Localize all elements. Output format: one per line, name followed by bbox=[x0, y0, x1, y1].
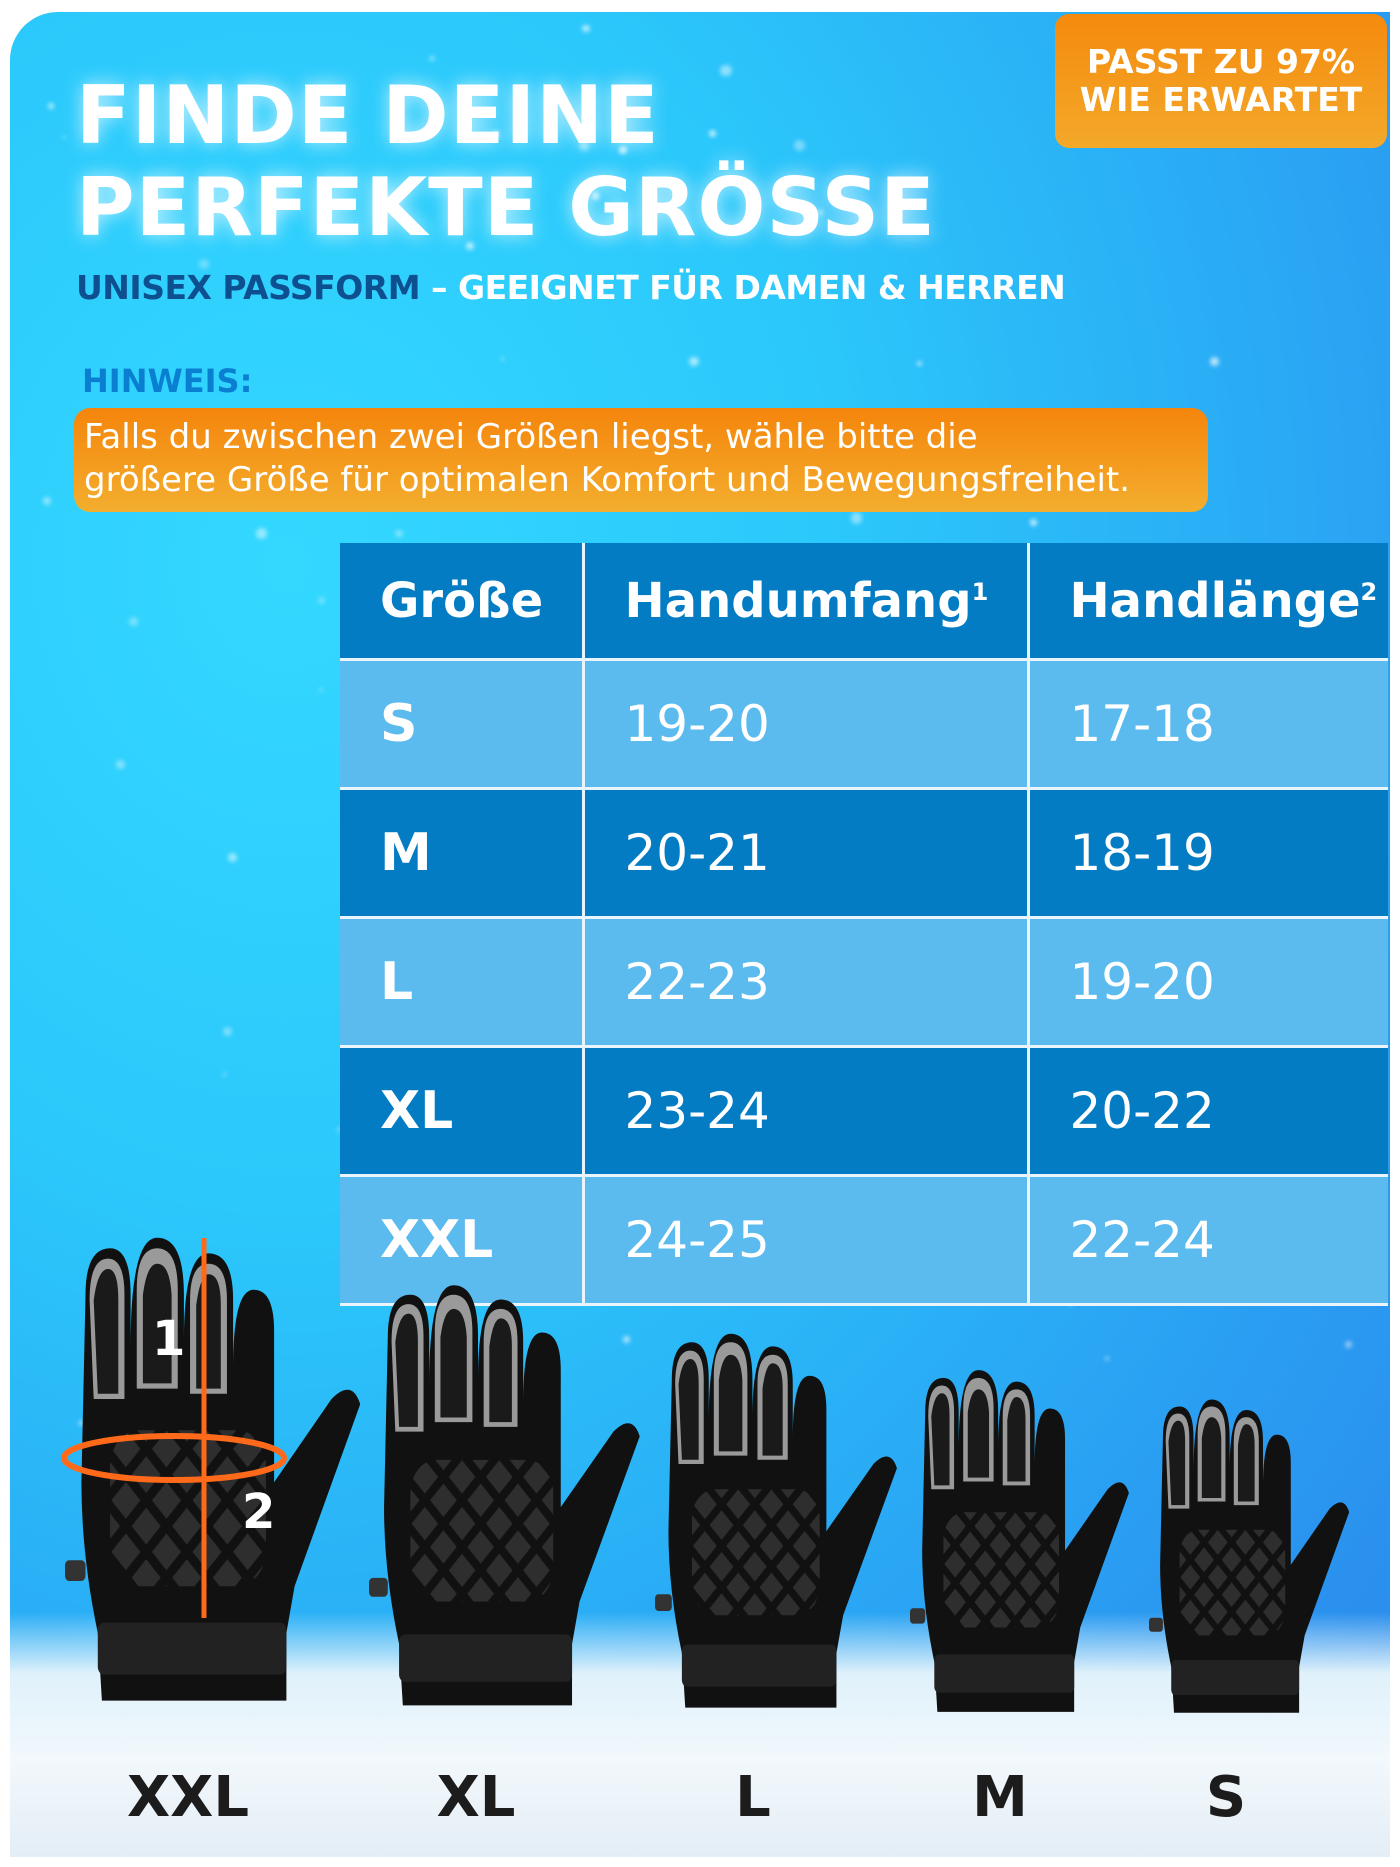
size-cell: S bbox=[340, 658, 585, 790]
table-row: XL 23-24 20-22 bbox=[340, 1045, 1388, 1177]
hint-line-1: Falls du zwischen zwei Größen liegst, wä… bbox=[84, 417, 978, 457]
snowflake bbox=[708, 129, 716, 137]
snowflake bbox=[223, 1072, 227, 1076]
snowflake bbox=[79, 1420, 84, 1426]
glove-l bbox=[655, 1333, 897, 1708]
circumference-cell: 22-23 bbox=[581, 916, 1030, 1048]
snowflake bbox=[429, 56, 435, 61]
snowflake bbox=[618, 146, 627, 155]
circumference-cell: 23-24 bbox=[581, 1045, 1030, 1177]
snowflake bbox=[47, 102, 54, 109]
length-cell: 19-20 bbox=[1026, 916, 1388, 1048]
snowflake bbox=[917, 361, 923, 366]
subtitle-suitable: – GEEIGNET FÜR DAMEN & HERREN bbox=[420, 268, 1066, 307]
snowflake bbox=[1344, 1340, 1352, 1349]
glove-label-xxl: XXL bbox=[126, 1765, 250, 1830]
badge-line-2: WIE ERWARTET bbox=[1079, 80, 1363, 119]
snowflake bbox=[500, 357, 505, 362]
marker-2: 2 bbox=[242, 1484, 275, 1540]
glove-m bbox=[910, 1370, 1129, 1712]
circumference-measure-ring bbox=[61, 1433, 287, 1483]
snowflake bbox=[43, 497, 52, 506]
page-title: FINDE DEINE PERFEKTE GRÖSSE bbox=[76, 70, 936, 254]
snowflake bbox=[61, 134, 67, 140]
size-table: Größe Handumfang1 Handlänge2 S 19-20 17-18… bbox=[340, 543, 1388, 1306]
snowflake bbox=[591, 192, 600, 201]
title-line-1: FINDE DEINE bbox=[76, 69, 660, 162]
snowflake bbox=[719, 64, 732, 77]
circumference-cell: 24-25 bbox=[581, 1174, 1030, 1306]
glove-s bbox=[1149, 1399, 1350, 1713]
glove-label-xl: XL bbox=[436, 1765, 516, 1830]
snowflake bbox=[622, 1335, 631, 1344]
snowflake bbox=[1210, 356, 1219, 366]
table-header-row: Größe Handumfang1 Handlänge2 bbox=[340, 543, 1388, 661]
size-cell: XL bbox=[340, 1045, 585, 1177]
snowflake bbox=[129, 617, 138, 626]
title-line-2: PERFEKTE GRÖSSE bbox=[76, 161, 936, 254]
snowflake bbox=[115, 759, 125, 769]
snowflake bbox=[794, 139, 806, 151]
snowflake bbox=[318, 687, 324, 692]
header-size: Größe bbox=[340, 543, 585, 661]
size-cell: M bbox=[340, 787, 585, 919]
snowflake bbox=[222, 1027, 232, 1037]
snowflake bbox=[850, 512, 863, 525]
snowflake bbox=[783, 185, 792, 193]
hint-box: Falls du zwischen zwei Größen liegst, wä… bbox=[74, 408, 1208, 512]
glove-xxl bbox=[65, 1237, 361, 1701]
snowflake bbox=[493, 131, 500, 138]
glove-label-s: S bbox=[1205, 1765, 1247, 1830]
header-length: Handlänge2 bbox=[1026, 543, 1388, 661]
length-cell: 17-18 bbox=[1026, 658, 1388, 790]
table-row: XXL 24-25 22-24 bbox=[340, 1174, 1388, 1306]
subtitle: UNISEX PASSFORM – GEEIGNET FÜR DAMEN & H… bbox=[76, 268, 1066, 307]
glove-label-m: M bbox=[972, 1765, 1028, 1830]
snowflake bbox=[395, 529, 403, 538]
snowflake bbox=[228, 852, 238, 862]
snowflake bbox=[1029, 518, 1037, 526]
table-row: S 19-20 17-18 bbox=[340, 658, 1388, 790]
length-cell: 20-22 bbox=[1026, 1045, 1388, 1177]
circumference-cell: 19-20 bbox=[581, 658, 1030, 790]
length-cell: 22-24 bbox=[1026, 1174, 1388, 1306]
header-circumference: Handumfang1 bbox=[581, 543, 1030, 661]
snowflake bbox=[465, 242, 474, 251]
snowflake bbox=[578, 141, 589, 152]
snowflake bbox=[689, 356, 699, 367]
size-cell: L bbox=[340, 916, 585, 1048]
badge-line-1: PASST ZU 97% bbox=[1087, 42, 1355, 81]
snowflake bbox=[318, 597, 325, 604]
snowflake bbox=[198, 258, 209, 269]
glove-label-l: L bbox=[735, 1765, 771, 1830]
snowflake bbox=[1104, 1356, 1109, 1361]
circumference-cell: 20-21 bbox=[581, 787, 1030, 919]
marker-1: 1 bbox=[152, 1311, 185, 1367]
hint-label: HINWEIS: bbox=[82, 362, 253, 400]
glove-xl bbox=[369, 1285, 640, 1706]
snowflake bbox=[582, 24, 590, 32]
length-cell: 18-19 bbox=[1026, 787, 1388, 919]
snowflake bbox=[336, 1126, 343, 1132]
size-cell: XXL bbox=[340, 1174, 585, 1306]
snowflake bbox=[256, 528, 267, 539]
snowflake bbox=[817, 209, 824, 216]
fit-badge: PASST ZU 97% WIE ERWARTET bbox=[1055, 14, 1387, 148]
hint-line-2: größere Größe für optimalen Komfort und … bbox=[84, 460, 1131, 500]
table-row: L 22-23 19-20 bbox=[340, 916, 1388, 1048]
table-row: M 20-21 18-19 bbox=[340, 787, 1388, 919]
subtitle-unisex: UNISEX PASSFORM bbox=[76, 268, 421, 307]
